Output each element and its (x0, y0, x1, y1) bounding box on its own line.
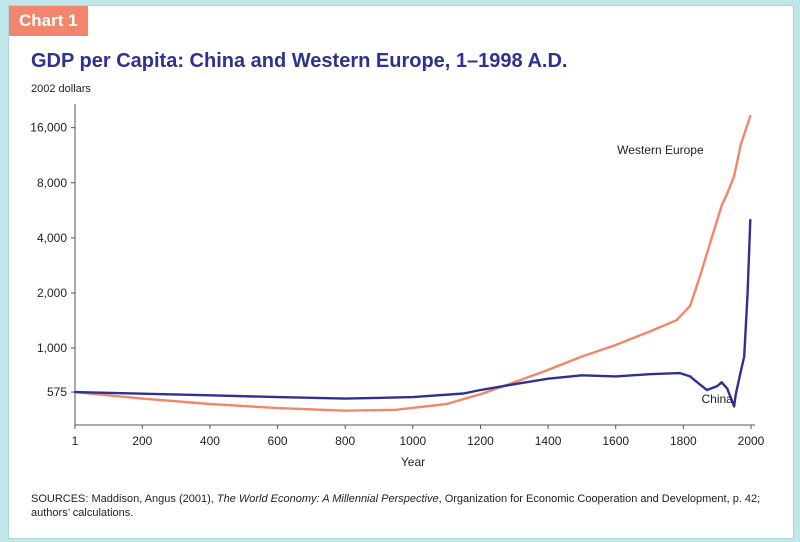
x-tick-label: 1400 (535, 434, 562, 448)
china-label: China (702, 392, 734, 406)
y-tick-label: 16,000 (30, 121, 67, 135)
x-tick-label: 1 (72, 434, 79, 448)
sources-suffix: , Organization for Economic Cooperation … (31, 493, 761, 519)
y-unit-label: 2002 dollars (31, 83, 91, 95)
y-tick-label: 8,000 (37, 176, 67, 190)
x-tick-label: 2000 (738, 434, 765, 448)
series-line-china (73, 218, 752, 408)
series-lines (73, 114, 752, 412)
chart-number-tag: Chart 1 (9, 6, 88, 36)
y-tick-label: 575 (47, 385, 67, 399)
x-tick-label: 600 (268, 434, 288, 448)
x-tick-label: 200 (132, 434, 152, 448)
x-tick-label: 400 (200, 434, 220, 448)
sources-prefix: SOURCES: Maddison, Angus (2001), (31, 493, 217, 505)
sources-book-title: The World Economy: A Millennial Perspect… (216, 493, 439, 505)
chart-frame: Chart 1 GDP per Capita: China and Wester… (8, 5, 794, 539)
western-europe-label: Western Europe (617, 143, 704, 157)
series-labels: Western Europe China (617, 143, 733, 406)
y-tick-label: 2,000 (37, 286, 67, 300)
y-tick-label: 1,000 (37, 341, 67, 355)
chart-title: GDP per Capita: China and Western Europe… (31, 50, 568, 72)
x-tick-label: 1000 (399, 434, 426, 448)
x-tick-label: 800 (335, 434, 355, 448)
x-axis-label: Year (401, 455, 425, 469)
series-line-western-europe (73, 114, 752, 412)
sources-note: SOURCES: Maddison, Angus (2001), The Wor… (31, 492, 771, 520)
x-tick-label: 1800 (670, 434, 697, 448)
x-tick-label: 1600 (602, 434, 629, 448)
x-tick-label: 1200 (467, 434, 494, 448)
y-tick-label: 4,000 (37, 231, 67, 245)
